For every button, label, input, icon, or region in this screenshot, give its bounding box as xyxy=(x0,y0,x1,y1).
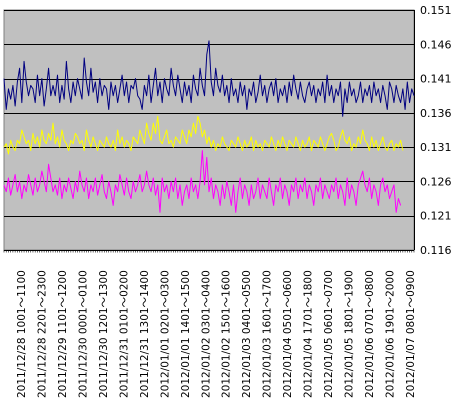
series-line-1 xyxy=(3,40,415,117)
x-tick-label: 2012/01/01 0201～0300 xyxy=(159,270,171,398)
y-tick-label: 0.136 xyxy=(420,107,451,120)
series-line-2 xyxy=(3,115,404,155)
x-tick-label: 2011/12/28 2201～2300 xyxy=(36,270,48,398)
x-tick-label: 2012/01/04 1701～1800 xyxy=(303,270,315,398)
x-tick-label: 2012/01/02 1501～1600 xyxy=(221,270,233,398)
x-tick-label: 2011/12/31 0101～0200 xyxy=(118,270,130,398)
x-tick-label: 2011/12/29 1101～1200 xyxy=(57,270,69,398)
x-tick-label: 2011/12/30 1201～1300 xyxy=(98,270,110,398)
x-tick-label: 2011/12/28 1001～1100 xyxy=(16,270,28,398)
y-tick-label: 0.131 xyxy=(420,141,451,154)
y-tick-label: 0.121 xyxy=(420,210,451,223)
x-tick-label: 2012/01/05 1801～1900 xyxy=(344,270,356,398)
y-tick-label: 0.116 xyxy=(420,244,451,257)
x-tick-label: 2012/01/01 1401～1500 xyxy=(180,270,192,398)
x-tick-label: 2012/01/07 0801～0900 xyxy=(405,270,417,398)
x-tick-label: 2012/01/04 0501～0600 xyxy=(282,270,294,398)
x-tick-label: 2012/01/06 1901～2000 xyxy=(385,270,397,398)
y-tick-label: 0.126 xyxy=(420,175,451,188)
x-tick-label: 2012/01/03 0401～0500 xyxy=(241,270,253,398)
y-tick-label: 0.146 xyxy=(420,38,451,51)
x-tick-label: 2011/12/31 1301～1400 xyxy=(139,270,151,398)
x-tick-label: 2011/12/30 0001～0100 xyxy=(77,270,89,398)
x-tick-label: 2012/01/02 0301～0400 xyxy=(200,270,212,398)
x-tick-label: 2012/01/05 0601～0700 xyxy=(323,270,335,398)
x-tick-label: 2012/01/03 1601～1700 xyxy=(262,270,274,398)
y-tick-label: 0.141 xyxy=(420,73,451,86)
series-line-3 xyxy=(3,150,402,213)
y-tick-label: 0.151 xyxy=(420,4,451,17)
x-tick-label: 2012/01/06 0701～0800 xyxy=(364,270,376,398)
